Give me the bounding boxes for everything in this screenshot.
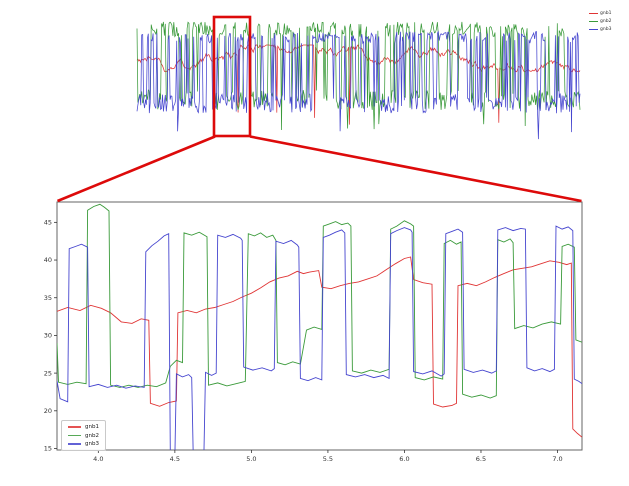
legend-label-gnb1: gnb1 bbox=[600, 11, 612, 16]
zoom-series-gnb1-line bbox=[57, 256, 582, 438]
legend-item-gnb3: gnb3 bbox=[589, 27, 611, 32]
zoom-series-gnb2-line bbox=[57, 203, 582, 399]
y-tick-label: 35 bbox=[44, 294, 52, 302]
legend-label-gnb2: gnb2 bbox=[600, 19, 612, 24]
overview-legend: gnb1 gnb2 gnb3 bbox=[589, 11, 611, 32]
legend-label-gnb1: gnb1 bbox=[85, 424, 99, 430]
legend-line-gnb2-icon bbox=[589, 21, 598, 22]
x-tick-label: 5.0 bbox=[246, 455, 256, 463]
y-tick-label: 25 bbox=[44, 369, 52, 377]
legend-label-gnb3: gnb3 bbox=[85, 441, 99, 447]
x-tick-label: 5.5 bbox=[323, 455, 333, 463]
zoom-connector-right-line bbox=[249, 135, 582, 203]
legend-label-gnb3: gnb3 bbox=[600, 27, 612, 32]
overview-series-gnb3-line bbox=[136, 30, 581, 140]
legend-item-gnb3: gnb3 bbox=[68, 441, 99, 447]
legend-line-gnb1-icon bbox=[589, 13, 598, 14]
x-tick-label: 7.0 bbox=[552, 455, 562, 463]
zoom-series-gnb3-line bbox=[57, 225, 582, 450]
zoom-chart-frame bbox=[56, 201, 583, 451]
legend-line-gnb2-icon bbox=[68, 434, 81, 437]
x-tick-label: 4.0 bbox=[93, 455, 103, 463]
legend-item-gnb2: gnb2 bbox=[589, 19, 611, 24]
x-tick-label: 6.0 bbox=[399, 455, 409, 463]
overview-chart bbox=[136, 20, 581, 140]
legend-line-gnb3-icon bbox=[68, 443, 81, 445]
y-tick-label: 30 bbox=[44, 332, 52, 340]
zoom-chart: 4.0 4.5 5.0 5.5 6.0 6.5 7.0 15 20 25 30 35 40 45 bbox=[44, 201, 583, 463]
overview-series-gnb2-line bbox=[136, 20, 581, 131]
x-tick-label: 4.5 bbox=[170, 455, 180, 463]
legend-label-gnb2: gnb2 bbox=[85, 432, 99, 439]
legend-line-gnb3-icon bbox=[589, 29, 598, 30]
zoom-legend: gnb1 gnb2 gnb3 bbox=[61, 420, 106, 451]
y-tick-label: 45 bbox=[44, 219, 52, 227]
legend-item-gnb1: gnb1 bbox=[589, 11, 611, 16]
legend-item-gnb2: gnb2 bbox=[68, 433, 99, 439]
zoom-connector-left-line bbox=[57, 135, 216, 203]
y-tick-label: 15 bbox=[44, 445, 52, 453]
y-tick-label: 20 bbox=[44, 407, 52, 415]
legend-line-gnb1-icon bbox=[68, 426, 81, 428]
y-tick-label: 40 bbox=[44, 256, 52, 264]
legend-item-gnb1: gnb1 bbox=[68, 424, 99, 430]
x-tick-label: 6.5 bbox=[476, 455, 486, 463]
zoom-region-highlight bbox=[212, 15, 252, 138]
